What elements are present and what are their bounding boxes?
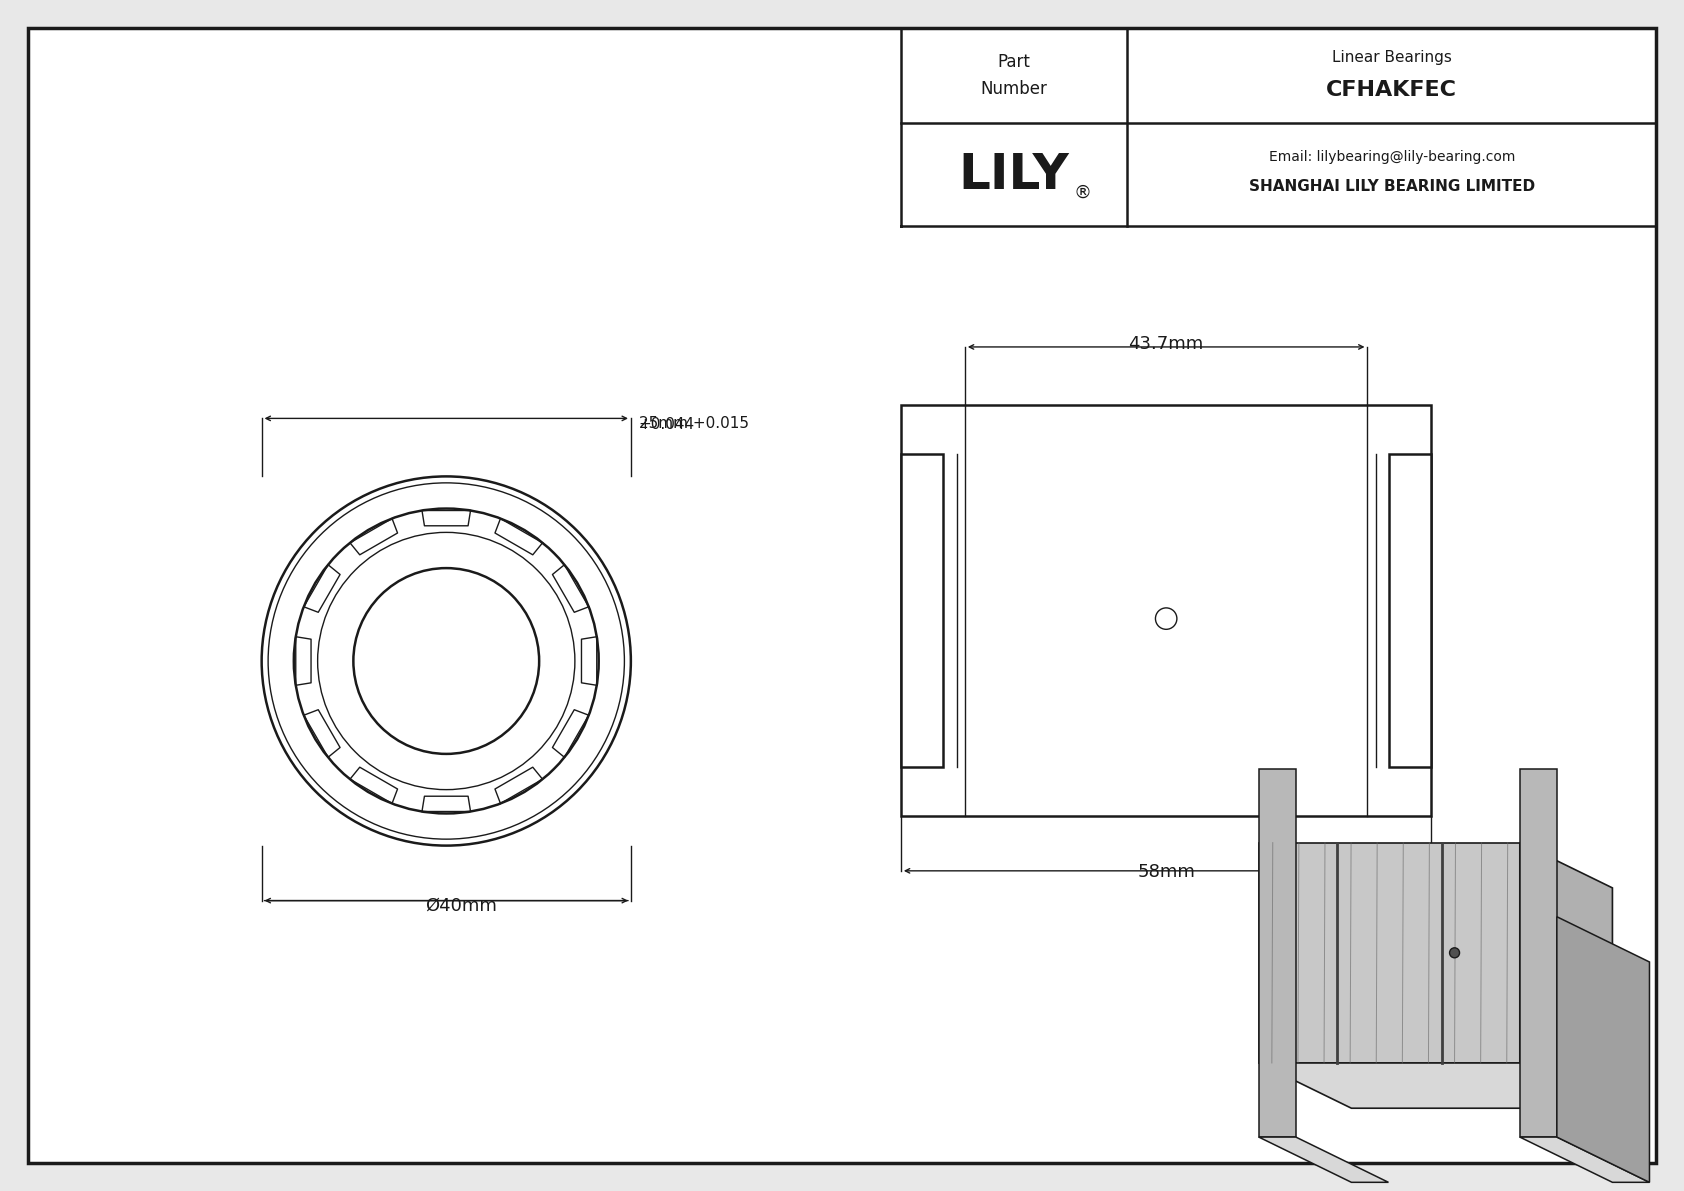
Text: Part
Number: Part Number: [980, 54, 1047, 98]
Circle shape: [318, 532, 574, 790]
Bar: [901, 454, 943, 767]
Polygon shape: [1556, 917, 1650, 1183]
Circle shape: [1155, 607, 1177, 629]
Text: LILY: LILY: [958, 151, 1069, 199]
Bar: [901, 405, 1431, 816]
Circle shape: [261, 476, 632, 846]
Text: Ø40mm: Ø40mm: [426, 897, 497, 915]
Text: Linear Bearings: Linear Bearings: [1332, 50, 1452, 66]
Polygon shape: [1519, 843, 1612, 1108]
Text: +0.044: +0.044: [638, 417, 695, 432]
Polygon shape: [1260, 1137, 1389, 1183]
Text: 25mm +0.015: 25mm +0.015: [638, 417, 749, 431]
Polygon shape: [1519, 768, 1556, 1137]
Polygon shape: [1260, 843, 1519, 1064]
Text: SHANGHAI LILY BEARING LIMITED: SHANGHAI LILY BEARING LIMITED: [1248, 179, 1534, 194]
Circle shape: [1450, 948, 1460, 958]
Text: Email: lilybearing@lily-bearing.com: Email: lilybearing@lily-bearing.com: [1268, 150, 1516, 163]
Polygon shape: [1260, 1064, 1612, 1108]
Polygon shape: [1260, 768, 1297, 1137]
Circle shape: [268, 482, 625, 840]
Circle shape: [293, 509, 600, 813]
Text: ®: ®: [1073, 183, 1091, 201]
Circle shape: [354, 568, 539, 754]
Polygon shape: [1519, 1137, 1650, 1183]
Text: 43.7mm: 43.7mm: [1128, 335, 1204, 353]
Bar: [1389, 454, 1431, 767]
Text: 58mm: 58mm: [1137, 862, 1196, 881]
Text: CFHAKFEC: CFHAKFEC: [1327, 80, 1457, 100]
